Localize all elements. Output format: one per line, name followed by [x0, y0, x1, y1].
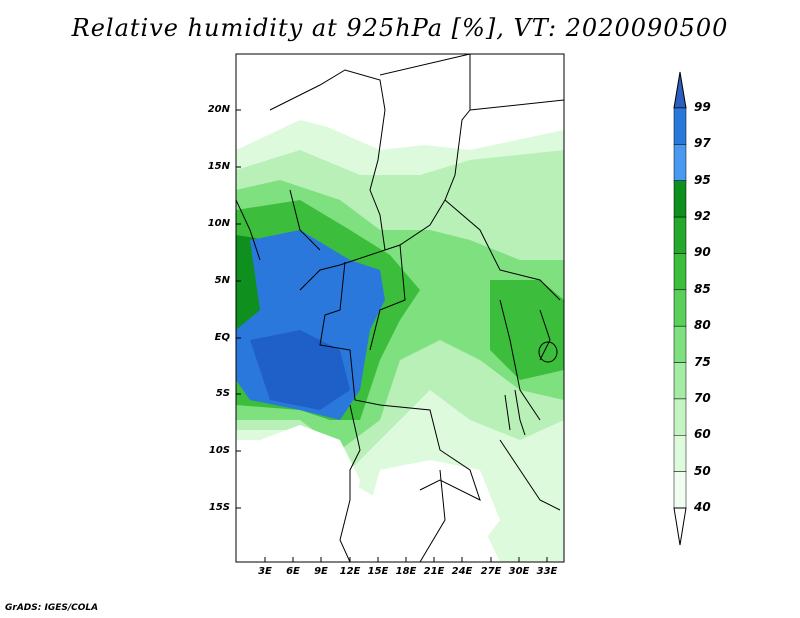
lon-label: 18E [395, 566, 417, 577]
lat-label: 5N [214, 275, 230, 286]
lakes [504, 341, 558, 436]
colorbar-box [673, 471, 687, 509]
dry-north [236, 54, 564, 150]
colorbar-label: 99 [694, 100, 711, 114]
colorbar-label: 60 [694, 427, 711, 442]
humidity-field [236, 54, 564, 562]
rh-99-region [250, 330, 350, 410]
colorbar-label: 75 [694, 354, 711, 369]
lat-label: 15S [208, 502, 230, 513]
colorbar-box [673, 289, 687, 327]
colorbar-top-arrow [673, 71, 687, 109]
colorbar-label: 80 [694, 318, 711, 333]
lon-label: 9E [314, 566, 328, 577]
colorbar-box [673, 362, 687, 400]
dry-southwest [255, 425, 360, 555]
lat-label: 10S [208, 445, 230, 456]
rh-85-east [490, 280, 564, 380]
axis-ticks [236, 109, 548, 562]
colorbar-box [673, 398, 687, 436]
colorbar-box [673, 253, 687, 291]
lat-label: EQ [214, 332, 230, 343]
lat-label: 10N [207, 218, 230, 229]
chart-title: Relative humidity at 925hPa [%], VT: 202… [71, 14, 729, 42]
colorbar-box [673, 216, 687, 254]
lat-label: 20N [207, 104, 230, 115]
lon-label: 3E [258, 566, 272, 577]
colorbar-label: 90 [694, 245, 711, 260]
country-borders [236, 54, 564, 562]
lon-label: 27E [480, 566, 502, 577]
colorbar-box [673, 107, 687, 145]
lon-label: 15E [367, 566, 389, 577]
colorbar-label: 95 [694, 172, 711, 187]
colorbar-box [673, 180, 687, 218]
dry-south-central [360, 460, 500, 560]
colorbar [673, 71, 687, 546]
lon-label: 12E [339, 566, 361, 577]
lon-label: 30E [508, 566, 530, 577]
colorbar-box [673, 144, 687, 181]
colorbar-label: 92 [694, 209, 711, 224]
lat-label: 15N [207, 161, 230, 172]
colorbar-label: 85 [694, 281, 711, 296]
lon-label: 21E [423, 566, 445, 577]
lon-label: 6E [286, 566, 300, 577]
colorbar-bottom-arrow [673, 507, 687, 546]
colorbar-label: 70 [694, 390, 711, 405]
grads-credit: GrADS: IGES/COLA [5, 603, 99, 613]
colorbar-box [673, 435, 687, 472]
colorbar-box [673, 325, 687, 363]
colorbar-label: 50 [694, 463, 711, 478]
lon-label: 24E [451, 566, 473, 577]
colorbar-label: 97 [694, 136, 711, 151]
lat-label: 5S [215, 388, 230, 399]
lon-label: 33E [536, 566, 558, 577]
map-frame [235, 53, 565, 563]
colorbar-label: 40 [694, 500, 711, 514]
